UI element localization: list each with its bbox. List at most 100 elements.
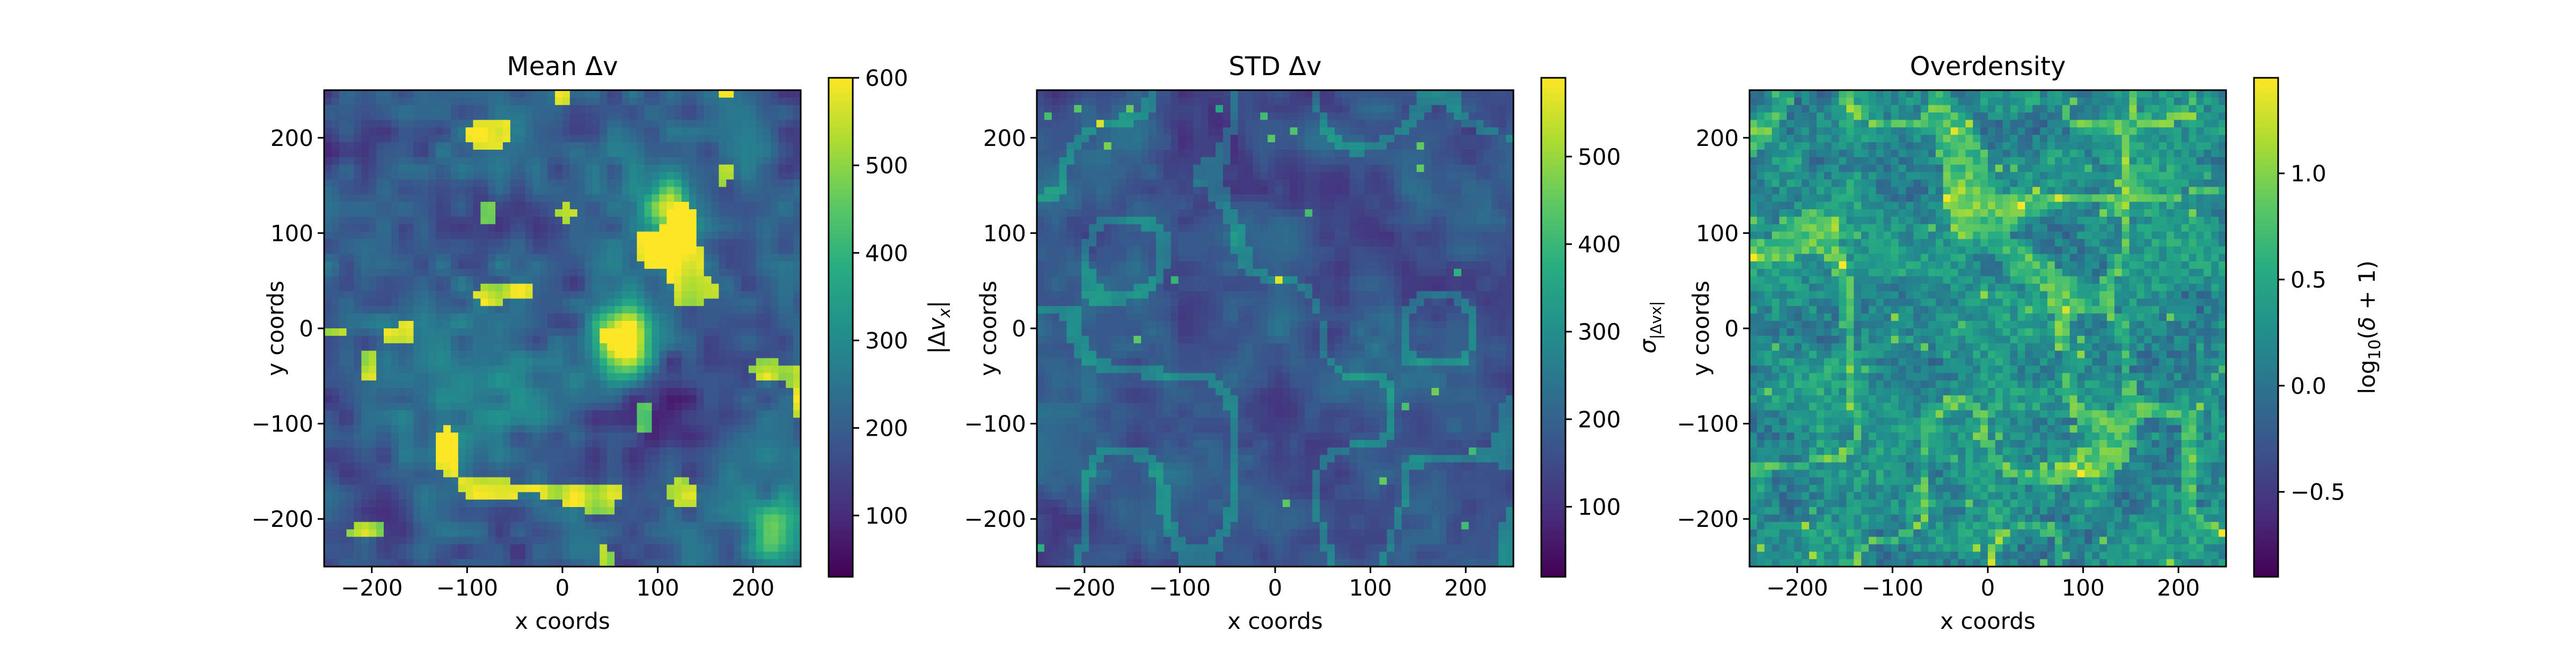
heatmap-cell [585,157,592,165]
heatmap-cell [414,269,421,276]
heatmap-cell [347,165,354,172]
heatmap-cell [555,552,562,559]
heatmap-cell [414,328,421,336]
heatmap-cell [443,113,451,120]
heatmap-cell [570,544,577,552]
heatmap-cell [495,418,503,425]
heatmap-cell [712,172,719,180]
heatmap-cell [1327,127,1335,135]
heatmap-cell [741,559,749,567]
heatmap-cell [488,113,495,120]
heatmap-cell [495,313,503,321]
heatmap-cell [495,246,503,254]
heatmap-cell [436,105,443,113]
heatmap-cell [764,418,771,425]
heatmap-cell [1394,105,1402,113]
heatmap-cell [734,440,741,447]
heatmap-cell [749,194,756,202]
heatmap-cell [741,418,749,425]
heatmap-cell [778,269,786,276]
heatmap-cell [607,358,614,366]
heatmap-cell [361,388,369,395]
heatmap-cell [637,209,645,217]
heatmap-cell [354,492,362,500]
heatmap-cell [406,313,414,321]
heatmap-cell [764,120,771,128]
heatmap-cell [1104,90,1111,98]
heatmap-cell [547,507,555,515]
heatmap-cell [399,500,406,507]
heatmap-cell [421,425,428,432]
heatmap-cell [592,113,600,120]
heatmap-cell [324,187,332,194]
heatmap-cell [577,388,585,395]
heatmap-cell [421,440,428,447]
heatmap-cell [674,478,682,485]
heatmap-cell [347,157,354,165]
heatmap-cell [540,455,547,463]
heatmap-cell [719,284,726,291]
heatmap-cell [518,515,525,522]
heatmap-cell [667,291,674,299]
heatmap-cell [599,321,607,328]
heatmap-cell [466,380,473,388]
heatmap-cell [436,98,443,105]
heatmap-cell [585,239,592,247]
heatmap-cell [1372,142,1379,150]
heatmap-cell [414,306,421,313]
heatmap-cell [339,321,347,328]
heatmap-cell [361,120,369,128]
heatmap-cell [525,507,533,515]
heatmap-cell [421,194,428,202]
heatmap-cell [495,478,503,485]
heatmap-cell [712,403,719,410]
heatmap-cell [704,224,712,232]
heatmap-cell [332,559,339,567]
heatmap-cell [749,299,756,306]
heatmap-cell [458,403,466,410]
heatmap-cell [659,142,667,150]
heatmap-cell [630,343,637,351]
heatmap-cell [689,246,697,254]
heatmap-cell [749,470,756,478]
heatmap-cell [793,544,801,552]
heatmap-cell [749,165,756,172]
heatmap-cell [451,246,458,254]
heatmap-cell [451,432,458,440]
heatmap-cell [719,410,726,418]
heatmap-cell [1461,157,1469,165]
heatmap-cell [503,135,510,142]
heatmap-cell [689,142,697,150]
heatmap-cell [547,328,555,336]
heatmap-cell [324,246,332,254]
heatmap-cell [540,388,547,395]
heatmap-cell [607,313,614,321]
heatmap-cell [436,440,443,447]
heatmap-cell [1461,120,1469,128]
heatmap-cell [630,380,637,388]
heatmap-cell [324,90,332,98]
heatmap-cell [347,291,354,299]
heatmap-cell [458,336,466,343]
heatmap-cell [697,269,704,276]
heatmap-cell [726,395,734,403]
heatmap-cell [495,492,503,500]
heatmap-cell [391,537,399,545]
heatmap-cell [704,180,712,187]
heatmap-cell [547,246,555,254]
heatmap-cell [488,202,495,209]
heatmap-cell [1357,90,1365,98]
heatmap-cell [585,135,592,142]
heatmap-cell [682,180,689,187]
heatmap-cell [778,299,786,306]
heatmap-cell [764,351,771,358]
heatmap-cell [756,351,764,358]
heatmap-cell [562,90,570,98]
heatmap-cell [734,120,741,128]
heatmap-cell [555,425,562,432]
heatmap-cell [540,299,547,306]
heatmap-cell [585,165,592,172]
heatmap-cell [488,507,495,515]
heatmap-cell [421,299,428,306]
heatmap-cell [652,440,660,447]
